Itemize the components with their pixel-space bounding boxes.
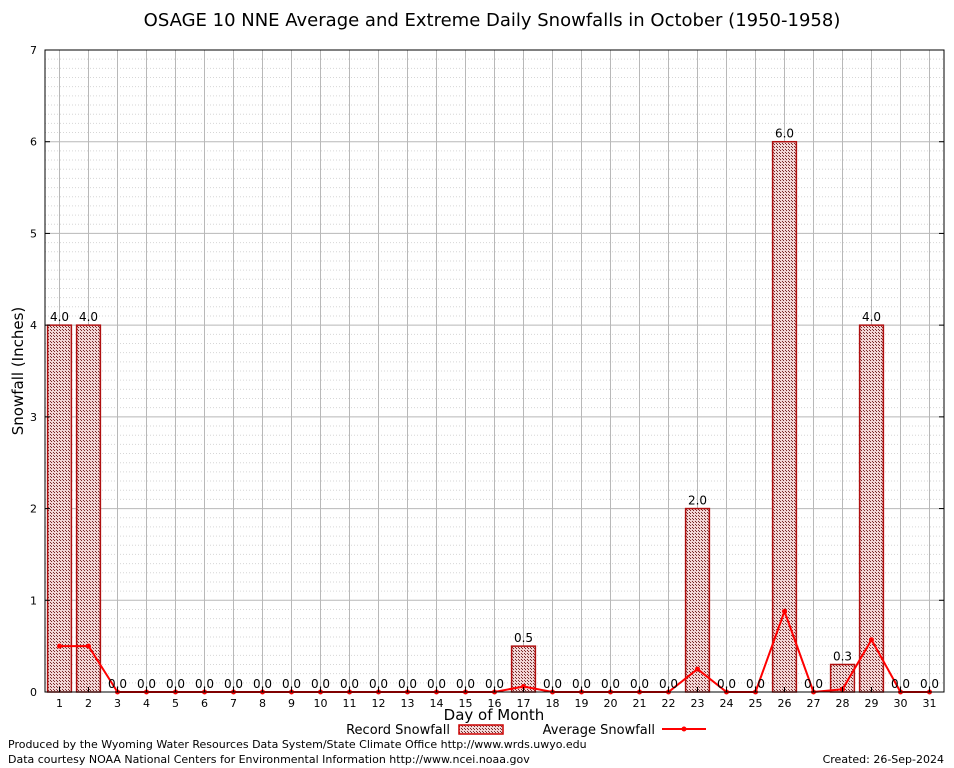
y-tick-label: 2 <box>30 503 37 516</box>
chart-title: OSAGE 10 NNE Average and Extreme Daily S… <box>144 10 841 31</box>
bar-value-label: 0.0 <box>108 677 127 691</box>
x-tick-label: 22 <box>662 697 676 710</box>
bar-value-label: 0.0 <box>543 677 562 691</box>
x-tick-label: 31 <box>923 697 937 710</box>
credit-line-1: Produced by the Wyoming Water Resources … <box>8 738 587 751</box>
x-tick-label: 7 <box>230 697 237 710</box>
legend-average-label: Average Snowfall <box>543 723 655 738</box>
created-date: Created: 26-Sep-2024 <box>823 753 944 766</box>
bar-value-label: 0.0 <box>166 677 185 691</box>
bar-labels: 4.0 4.0 0.0 0.0 0.0 0.0 0.0 0.0 0.0 0.0 0.0 0.0 0.0 0… <box>50 127 939 691</box>
bar-value-label: 0.0 <box>891 677 910 691</box>
y-tick-label: 3 <box>30 411 37 424</box>
x-tick-label: 6 <box>201 697 208 710</box>
x-tick-label: 14 <box>430 697 444 710</box>
y-tick-label: 6 <box>30 136 37 149</box>
x-tick-label: 16 <box>488 697 502 710</box>
legend-record-label: Record Snowfall <box>346 723 450 738</box>
x-tick-label: 4 <box>143 697 150 710</box>
average-point <box>869 637 874 643</box>
average-point <box>57 643 62 649</box>
bar-value-label: 0.0 <box>746 677 765 691</box>
y-tick-label: 1 <box>30 594 37 607</box>
bar-value-label: 0.0 <box>920 677 939 691</box>
bar-value-label: 0.0 <box>456 677 475 691</box>
bar-value-label: 0.0 <box>311 677 330 691</box>
x-tick-label: 20 <box>604 697 618 710</box>
bar-value-label: 0.0 <box>427 677 446 691</box>
bar-value-label: 0.0 <box>253 677 272 691</box>
average-point <box>782 608 787 614</box>
bar-value-label: 4.0 <box>79 310 98 324</box>
record-bar <box>684 507 711 693</box>
bar-value-label: 0.0 <box>369 677 388 691</box>
bar-value-label: 0.0 <box>601 677 620 691</box>
bar-value-label: 0.0 <box>572 677 591 691</box>
x-tick-label: 12 <box>372 697 386 710</box>
x-tick-label: 18 <box>546 697 560 710</box>
average-point <box>86 643 91 649</box>
x-tick-label: 17 <box>517 697 531 710</box>
x-tick-label: 13 <box>401 697 415 710</box>
x-axis-title: Day of Month <box>444 706 545 724</box>
bar-value-label: 0.0 <box>282 677 301 691</box>
y-tick-label: 7 <box>30 44 37 57</box>
y-tick-label: 5 <box>30 227 37 240</box>
x-tick-label: 11 <box>343 697 357 710</box>
x-tick-label: 15 <box>459 697 473 710</box>
x-tick-label: 5 <box>172 697 179 710</box>
bar-value-label: 6.0 <box>775 127 794 141</box>
x-tick-label: 29 <box>865 697 879 710</box>
legend-record-swatch <box>458 724 504 735</box>
average-point <box>695 666 700 672</box>
grid <box>45 49 944 693</box>
x-tick-label: 19 <box>575 697 589 710</box>
x-tick-label: 3 <box>114 697 121 710</box>
record-bar <box>75 324 102 693</box>
average-point <box>521 683 526 689</box>
x-tick-label: 30 <box>894 697 908 710</box>
bar-value-label: 0.0 <box>224 677 243 691</box>
x-tick-label: 26 <box>778 697 792 710</box>
x-tick-label: 10 <box>314 697 328 710</box>
legend-average-marker <box>681 726 687 732</box>
x-tick-label: 2 <box>85 697 92 710</box>
record-bar <box>46 324 73 693</box>
bar-value-label: 4.0 <box>862 310 881 324</box>
y-tick-label: 0 <box>30 686 37 699</box>
x-tick-label: 25 <box>749 697 763 710</box>
bar-value-label: 0.0 <box>398 677 417 691</box>
legend: Record Snowfall Average Snowfall <box>346 723 706 738</box>
x-tick-label: 1 <box>56 697 63 710</box>
bar-value-label: 0.0 <box>630 677 649 691</box>
bar-value-label: 0.5 <box>514 631 533 645</box>
x-tick-label: 23 <box>691 697 705 710</box>
credit-line-2: Data courtesy NOAA National Centers for … <box>8 753 530 766</box>
bar-value-label: 0.3 <box>833 649 852 663</box>
bar-value-label: 0.0 <box>137 677 156 691</box>
bar-value-label: 0.0 <box>485 677 504 691</box>
bar-value-label: 2.0 <box>688 494 707 508</box>
bar-value-label: 0.0 <box>659 677 678 691</box>
bar-value-label: 0.0 <box>717 677 736 691</box>
bar-value-label: 0.0 <box>340 677 359 691</box>
x-tick-label: 28 <box>836 697 850 710</box>
x-tick-label: 27 <box>807 697 821 710</box>
record-bar <box>858 324 885 693</box>
y-tick-label: 4 <box>30 319 37 332</box>
x-tick-label: 24 <box>720 697 734 710</box>
y-tick-labels: 0 1 2 3 4 5 6 7 <box>30 44 37 699</box>
x-tick-label: 9 <box>288 697 295 710</box>
axes <box>44 49 945 693</box>
x-tick-label: 21 <box>633 697 647 710</box>
bar-value-label: 4.0 <box>50 310 69 324</box>
x-tick-label: 8 <box>259 697 266 710</box>
bar-value-label: 0.0 <box>804 677 823 691</box>
y-axis-title: Snowfall (Inches) <box>9 307 27 435</box>
x-tick-labels: 1 2 3 4 5 6 7 8 9 10 11 12 13 14 15 16 17 18 19 20 21 22 23 24 2… <box>56 697 937 710</box>
bar-value-label: 0.0 <box>195 677 214 691</box>
